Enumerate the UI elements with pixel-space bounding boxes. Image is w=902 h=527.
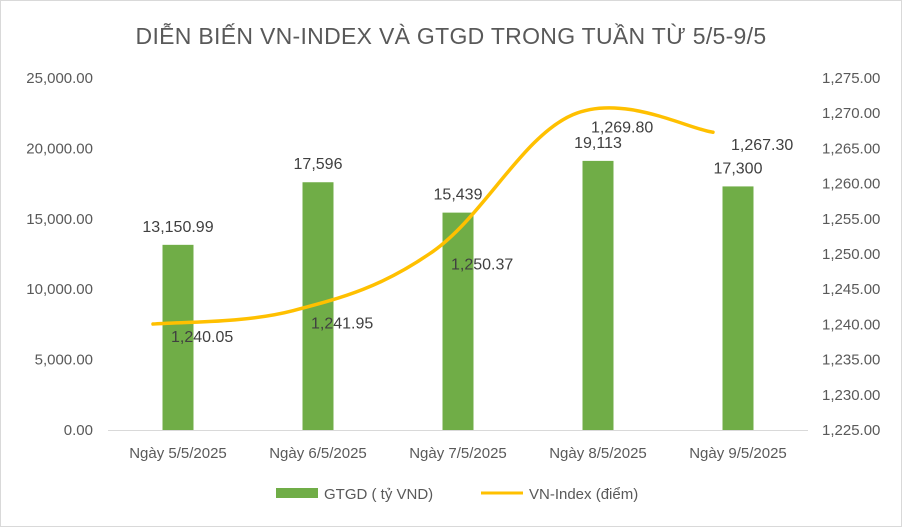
legend-label-bar: GTGD ( tỷ VND) <box>324 486 433 503</box>
right-axis: 1,225.00 1,230.00 1,235.00 1,240.00 1,245.00… <box>822 70 880 439</box>
bar-data-label: 17,300 <box>714 160 763 177</box>
bar-data-label: 17,596 <box>294 156 343 173</box>
x-axis: Ngày 5/5/2025 Ngày 6/5/2025 Ngày 7/5/2025 N… <box>108 430 808 462</box>
line-data-label: 1,241.95 <box>311 316 373 333</box>
line-point <box>151 322 155 326</box>
right-axis-tick-label: 1,245.00 <box>822 281 880 298</box>
right-axis-tick-label: 1,255.00 <box>822 211 880 228</box>
left-axis-tick-label: 10,000.00 <box>26 281 93 298</box>
bar-data-label: 15,439 <box>434 187 483 204</box>
right-axis-tick-label: 1,235.00 <box>822 352 880 369</box>
legend-label-line: VN-Index (điểm) <box>529 486 638 503</box>
right-axis-tick-label: 1,230.00 <box>822 387 880 404</box>
chart-title: DIỄN BIẾN VN-INDEX VÀ GTGD TRONG TUẦN TỪ… <box>136 21 767 49</box>
line-series <box>151 106 715 326</box>
right-axis-tick-label: 1,250.00 <box>822 246 880 263</box>
x-axis-tick-label: Ngày 8/5/2025 <box>549 445 647 462</box>
right-axis-tick-label: 1,260.00 <box>822 176 880 193</box>
left-axis-tick-label: 5,000.00 <box>35 352 93 369</box>
legend-swatch-bar <box>276 488 318 498</box>
left-axis: 0.00 5,000.00 10,000.00 15,000.00 20,000.00 2… <box>26 70 93 439</box>
left-axis-tick-label: 0.00 <box>64 422 93 439</box>
line-data-label: 1,269.80 <box>591 120 653 137</box>
bar <box>162 244 194 430</box>
line-point <box>711 130 715 134</box>
left-axis-tick-label: 15,000.00 <box>26 211 93 228</box>
bar <box>582 160 614 430</box>
x-axis-tick-label: Ngày 9/5/2025 <box>689 445 787 462</box>
vn-index-line <box>151 106 715 326</box>
line-point <box>431 249 435 253</box>
right-axis-tick-label: 1,270.00 <box>822 105 880 122</box>
x-axis-tick-label: Ngày 6/5/2025 <box>269 445 367 462</box>
right-axis-tick-label: 1,275.00 <box>822 70 880 87</box>
bar-data-label: 19,113 <box>574 135 622 152</box>
right-axis-tick-label: 1,240.00 <box>822 316 880 333</box>
line-data-label: 1,240.05 <box>171 329 233 346</box>
right-axis-tick-label: 1,265.00 <box>822 140 880 157</box>
line-data-label: 1,267.30 <box>731 137 793 154</box>
x-axis-tick-label: Ngày 7/5/2025 <box>409 445 507 462</box>
bar-series <box>162 160 754 430</box>
left-axis-tick-label: 25,000.00 <box>26 70 93 87</box>
line-data-label: 1,250.37 <box>451 256 513 273</box>
bar <box>722 186 754 430</box>
line-point <box>291 309 295 313</box>
right-axis-tick-label: 1,225.00 <box>822 422 880 439</box>
data-labels: 13,150.99 17,596 15,439 19,113 17,300 1,240.0… <box>142 120 793 346</box>
legend: GTGD ( tỷ VND) VN-Index (điểm) <box>276 486 638 503</box>
line-point <box>571 113 575 117</box>
x-axis-tick-label: Ngày 5/5/2025 <box>129 445 227 462</box>
bar <box>442 212 474 430</box>
left-axis-tick-label: 20,000.00 <box>26 140 93 157</box>
bar-data-label: 13,150.99 <box>142 219 213 236</box>
